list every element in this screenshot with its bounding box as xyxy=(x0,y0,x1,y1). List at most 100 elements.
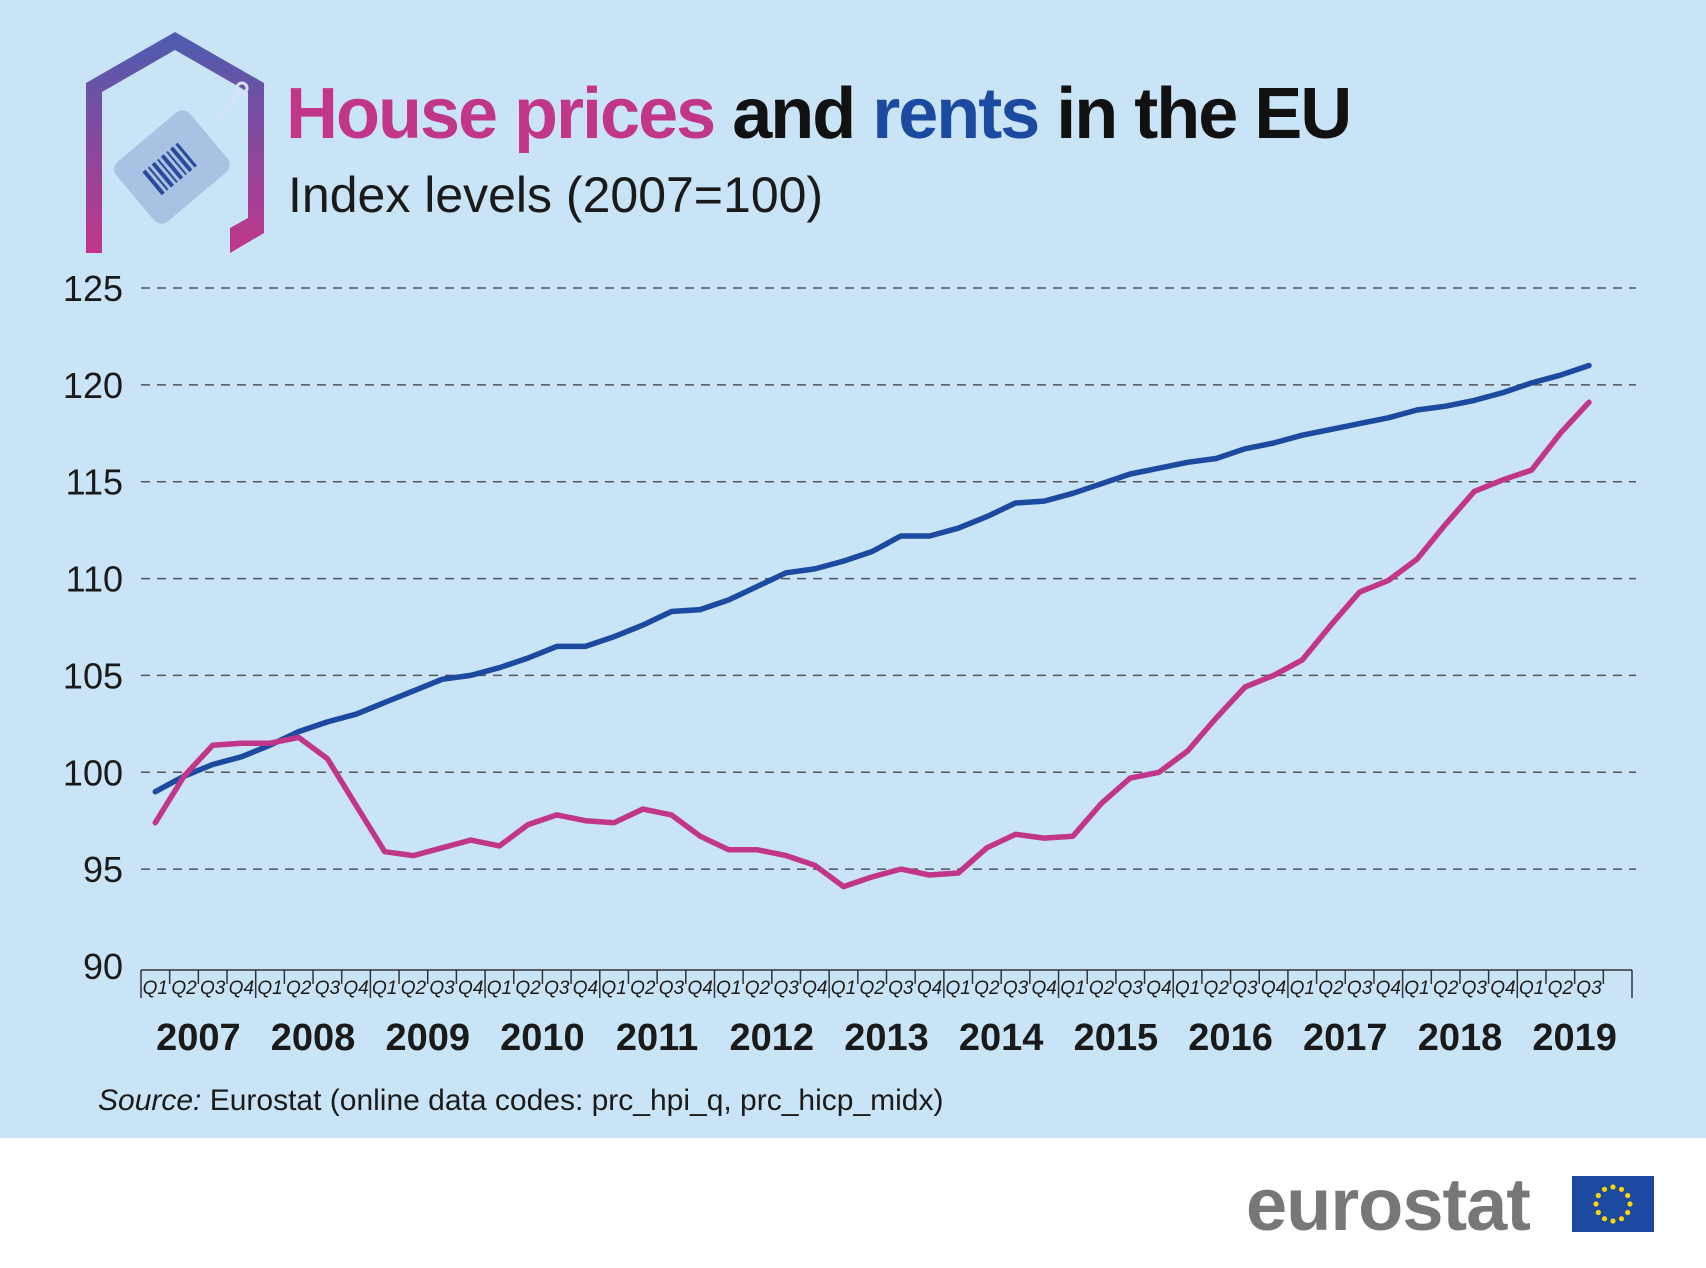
eurostat-logo: eurostat xyxy=(1246,1163,1531,1246)
quarter-tick-label: Q2 xyxy=(1318,978,1344,999)
series-lines xyxy=(152,362,1592,890)
source-text: Eurostat (online data codes: prc_hpi_q, … xyxy=(201,1084,944,1117)
quarter-tick-label: Q1 xyxy=(1519,978,1544,999)
quarter-tick-label: Q1 xyxy=(1060,978,1085,999)
quarter-tick-label: Q1 xyxy=(831,978,856,999)
year-tick-label: 2016 xyxy=(1188,1017,1273,1059)
flag-star xyxy=(1625,1192,1631,1199)
year-tick-label: 2015 xyxy=(1074,1017,1159,1059)
quarter-tick-label: Q3 xyxy=(429,978,455,999)
source-note: Source: Eurostat (online data codes: prc… xyxy=(98,1086,943,1116)
year-tick-label: 2009 xyxy=(385,1017,470,1059)
quarter-tick-label: Q4 xyxy=(1146,978,1171,999)
quarter-tick-label: Q2 xyxy=(630,978,656,999)
quarter-tick-label: Q3 xyxy=(888,978,914,999)
quarter-tick-label: Q2 xyxy=(974,978,1000,999)
quarter-tick-label: Q4 xyxy=(229,978,254,999)
flag-star xyxy=(1610,1218,1616,1224)
flag-star xyxy=(1601,1216,1608,1222)
quarter-tick-label: Q3 xyxy=(1118,978,1144,999)
infographic-panel: House prices and rents in the EU Index l… xyxy=(0,0,1706,1138)
quarter-tick-label: Q3 xyxy=(1462,978,1488,999)
quarter-tick-label: Q3 xyxy=(1576,978,1602,999)
quarter-tick-label: Q1 xyxy=(372,978,397,999)
quarter-tick-label: Q2 xyxy=(745,978,771,999)
quarter-tick-label: Q3 xyxy=(1003,978,1029,999)
quarter-tick-label: Q4 xyxy=(573,978,598,999)
quarter-tick-label: Q4 xyxy=(458,978,483,999)
quarter-tick-label: Q1 xyxy=(601,978,626,999)
quarter-tick-label: Q3 xyxy=(659,978,685,999)
quarter-tick-label: Q4 xyxy=(917,978,942,999)
flag-star xyxy=(1618,1216,1625,1222)
quarter-tick-label: Q1 xyxy=(946,978,971,999)
y-tick-label: 110 xyxy=(66,559,123,600)
gridlines xyxy=(141,287,1636,870)
year-tick-label: 2013 xyxy=(844,1017,929,1059)
quarter-tick-label: Q1 xyxy=(487,978,512,999)
quarter-tick-label: Q2 xyxy=(171,978,197,999)
flag-star xyxy=(1625,1209,1631,1216)
quarter-tick-label: Q4 xyxy=(343,978,368,999)
source-label: Source: xyxy=(98,1084,202,1117)
quarter-tick-label: Q1 xyxy=(257,978,282,999)
flag-star xyxy=(1593,1201,1599,1207)
y-tick-label: 95 xyxy=(83,849,123,890)
year-tick-label: 2019 xyxy=(1532,1017,1617,1059)
year-tick-label: 2012 xyxy=(730,1017,815,1059)
year-tick-label: 2018 xyxy=(1418,1017,1503,1059)
flag-star xyxy=(1618,1186,1625,1192)
quarter-tick-label: Q3 xyxy=(544,978,570,999)
y-tick-label: 120 xyxy=(63,365,123,406)
y-axis: 90 95 100 105 110 115 120 125 xyxy=(63,268,123,987)
eu-flag-icon xyxy=(1572,1176,1654,1232)
house-outline-icon xyxy=(86,32,264,253)
quarter-tick-label: Q2 xyxy=(515,978,541,999)
y-tick-label: 105 xyxy=(63,655,123,696)
quarter-tick-label: Q4 xyxy=(1490,978,1515,999)
chart-title: House prices and rents in the EU xyxy=(286,78,1352,150)
quarter-tick-label: Q1 xyxy=(716,978,741,999)
title-rents: rents xyxy=(872,74,1040,154)
y-tick-label: 100 xyxy=(63,752,123,793)
quarter-tick-label: Q1 xyxy=(1404,978,1429,999)
title-in-the-eu: in the EU xyxy=(1038,74,1352,154)
quarter-tick-label: Q2 xyxy=(1089,978,1115,999)
y-tick-label: 90 xyxy=(83,946,123,987)
year-tick-label: 2008 xyxy=(271,1017,356,1059)
quarter-tick-label: Q4 xyxy=(1376,978,1401,999)
quarter-tick-label: Q4 xyxy=(1032,978,1057,999)
year-tick-label: 2011 xyxy=(616,1017,698,1059)
quarter-tick-label: Q3 xyxy=(1347,978,1373,999)
quarter-tick-label: Q1 xyxy=(143,978,168,999)
quarter-tick-label: Q2 xyxy=(401,978,427,999)
year-tick-label: 2014 xyxy=(959,1017,1044,1059)
quarter-tick-label: Q4 xyxy=(687,978,712,999)
quarter-tick-label: Q3 xyxy=(200,978,226,999)
title-house-prices: House prices xyxy=(286,74,716,154)
quarter-tick-label: Q3 xyxy=(1232,978,1258,999)
year-tick-label: 2017 xyxy=(1303,1017,1388,1059)
price-tag-icon xyxy=(114,81,249,224)
series-line-house-prices xyxy=(152,399,1592,890)
quarter-tick-label: Q3 xyxy=(315,978,341,999)
series-line-rents xyxy=(152,362,1592,795)
flag-star xyxy=(1610,1184,1616,1190)
flag-star xyxy=(1601,1186,1608,1192)
quarter-tick-label: Q4 xyxy=(802,978,827,999)
year-tick-label: 2007 xyxy=(156,1017,241,1059)
quarter-tick-label: Q3 xyxy=(773,978,799,999)
x-axis: Q1 Q2 Q3 Q4 Q1 Q2 Q3 Q4 Q1 Q2 Q3 Q4 Q1 Q2 Q3 Q4 Q1 Q2 Q3 Q4… xyxy=(140,969,1633,1059)
quarter-tick-label: Q2 xyxy=(1548,978,1574,999)
quarter-tick-label: Q1 xyxy=(1290,978,1315,999)
quarter-tick-label: Q2 xyxy=(1204,978,1230,999)
quarter-tick-label: Q1 xyxy=(1175,978,1200,999)
chart-subtitle: Index levels (2007=100) xyxy=(288,167,824,223)
y-tick-label: 115 xyxy=(66,462,123,503)
title-and: and xyxy=(714,74,873,154)
quarter-tick-label: Q4 xyxy=(1261,978,1286,999)
quarter-tick-label: Q2 xyxy=(286,978,312,999)
quarter-tick-label: Q2 xyxy=(859,978,885,999)
flag-star xyxy=(1595,1209,1601,1216)
